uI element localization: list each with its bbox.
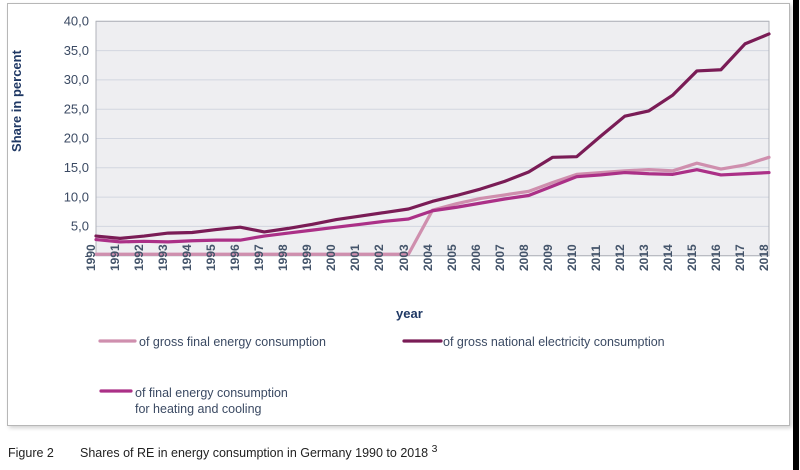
svg-text:35,0: 35,0 bbox=[64, 43, 89, 58]
svg-text:15,0: 15,0 bbox=[64, 160, 89, 175]
svg-text:20,0: 20,0 bbox=[64, 131, 89, 146]
svg-text:5,0: 5,0 bbox=[71, 219, 89, 234]
svg-text:40,0: 40,0 bbox=[64, 14, 89, 29]
svg-text:25,0: 25,0 bbox=[64, 101, 89, 116]
svg-text:30,0: 30,0 bbox=[64, 72, 89, 87]
svg-text:10,0: 10,0 bbox=[64, 189, 89, 204]
